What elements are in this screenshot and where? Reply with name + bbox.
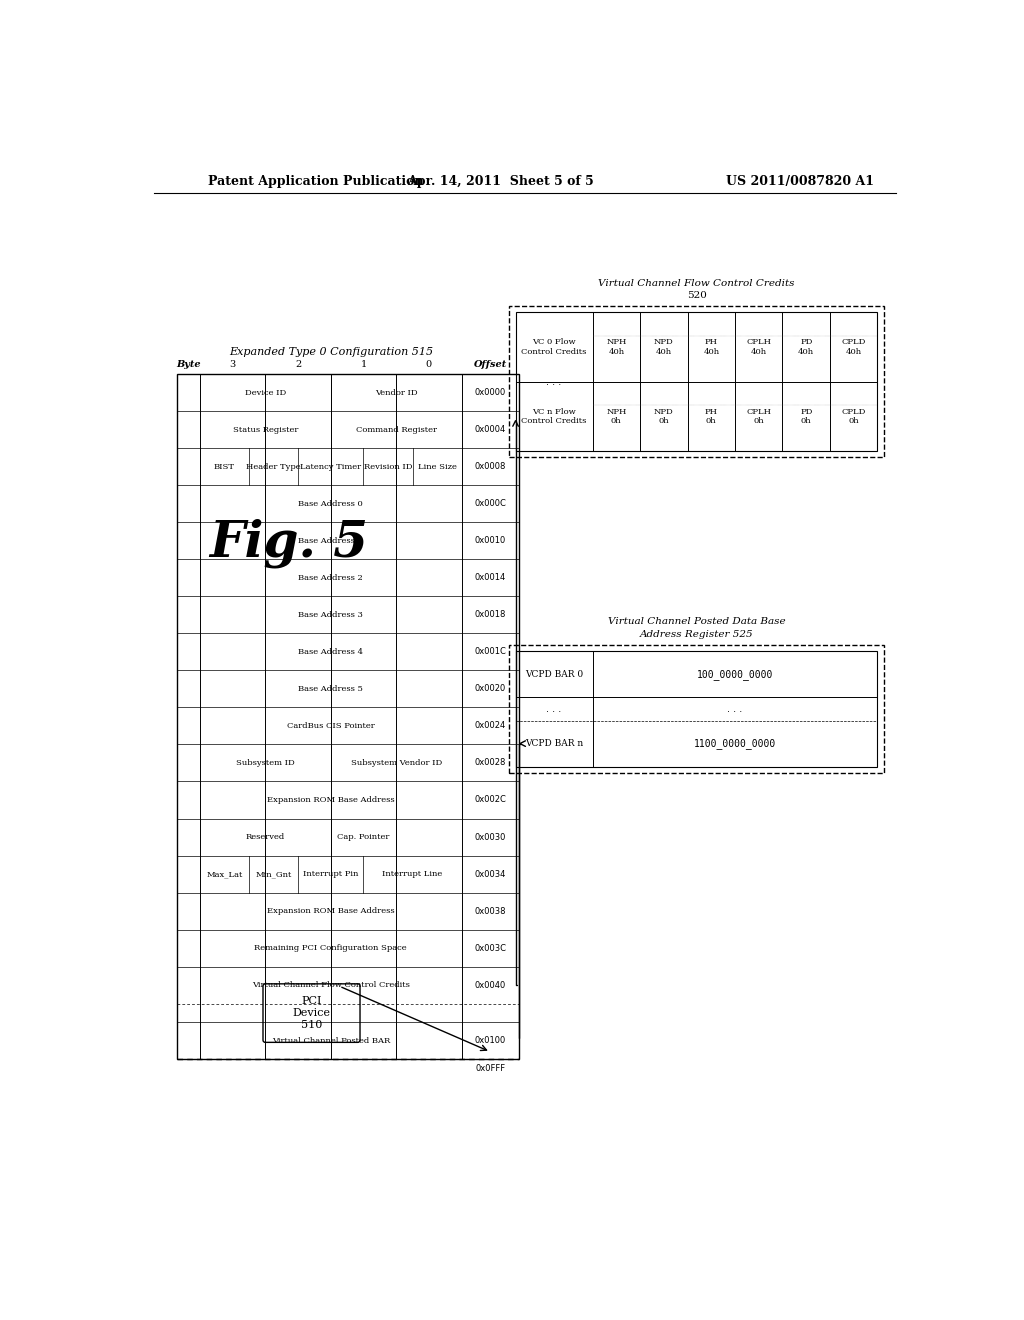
Text: 0x0018: 0x0018: [475, 610, 506, 619]
Text: Device ID: Device ID: [245, 388, 286, 396]
Bar: [515, 651, 878, 767]
Text: Base Address 3: Base Address 3: [298, 611, 364, 619]
Text: Virtual Channel Flow Control Credits: Virtual Channel Flow Control Credits: [598, 279, 795, 288]
Text: 0: 0: [426, 360, 432, 370]
Text: 0x0FFF: 0x0FFF: [475, 1064, 506, 1073]
Text: 0x0010: 0x0010: [475, 536, 506, 545]
Text: Base Address 2: Base Address 2: [298, 574, 364, 582]
Text: Subsystem Vendor ID: Subsystem Vendor ID: [350, 759, 441, 767]
Text: Min_Gnt: Min_Gnt: [255, 870, 292, 878]
Text: Base Address 4: Base Address 4: [298, 648, 364, 656]
Text: . . .: . . .: [547, 376, 562, 387]
Text: Remaining PCI Configuration Space: Remaining PCI Configuration Space: [254, 944, 408, 952]
Text: Virtual Channel Posted BAR: Virtual Channel Posted BAR: [271, 1036, 390, 1044]
Text: Status Register: Status Register: [232, 425, 298, 433]
Text: CardBus CIS Pointer: CardBus CIS Pointer: [287, 722, 375, 730]
Text: 0x003C: 0x003C: [474, 944, 507, 953]
Text: Command Register: Command Register: [355, 425, 436, 433]
Text: Expanded Type 0 Configuration 515: Expanded Type 0 Configuration 515: [228, 347, 433, 358]
Text: VC 0 Flow
Control Credits: VC 0 Flow Control Credits: [521, 338, 587, 355]
Text: Line Size: Line Size: [418, 462, 457, 471]
Text: 0x0004: 0x0004: [475, 425, 506, 434]
Text: Base Address 0: Base Address 0: [298, 500, 364, 508]
Text: Virtual Channel Posted Data Base: Virtual Channel Posted Data Base: [607, 618, 785, 627]
Text: CPLD
0h: CPLD 0h: [842, 408, 866, 425]
Text: Header Type: Header Type: [246, 462, 301, 471]
Text: 0x0100: 0x0100: [475, 1036, 506, 1045]
Text: Expansion ROM Base Address: Expansion ROM Base Address: [267, 907, 394, 915]
Text: Offset: Offset: [474, 360, 507, 370]
Text: PD
40h: PD 40h: [798, 338, 814, 355]
Text: 0x0020: 0x0020: [475, 684, 506, 693]
Bar: [177, 374, 519, 1059]
Text: Latency Timer: Latency Timer: [300, 462, 361, 471]
Text: 0x0014: 0x0014: [475, 573, 506, 582]
Text: 1: 1: [360, 360, 367, 370]
Bar: [515, 313, 878, 451]
Text: 0x0024: 0x0024: [475, 722, 506, 730]
Text: VCPD BAR n: VCPD BAR n: [525, 739, 584, 748]
Text: 520: 520: [686, 290, 707, 300]
Text: Vendor ID: Vendor ID: [375, 388, 418, 396]
Text: PCI
Device
510: PCI Device 510: [293, 997, 331, 1030]
Text: Interrupt Pin: Interrupt Pin: [303, 870, 358, 878]
Text: PH
40h: PH 40h: [703, 338, 719, 355]
Text: Virtual Channel Flow Control Credits: Virtual Channel Flow Control Credits: [252, 981, 410, 989]
Text: CPLH
0h: CPLH 0h: [746, 408, 771, 425]
Text: . . .: . . .: [727, 704, 742, 714]
Text: 0x001C: 0x001C: [474, 647, 507, 656]
Text: PD
0h: PD 0h: [800, 408, 812, 425]
Text: BIST: BIST: [214, 462, 234, 471]
Text: NPH
40h: NPH 40h: [606, 338, 627, 355]
Text: Interrupt Line: Interrupt Line: [382, 870, 442, 878]
Text: Byte: Byte: [176, 360, 201, 370]
Text: NPD
0h: NPD 0h: [654, 408, 674, 425]
Text: Cap. Pointer: Cap. Pointer: [337, 833, 390, 841]
Text: Address Register 525: Address Register 525: [640, 630, 754, 639]
Text: NPD
40h: NPD 40h: [654, 338, 674, 355]
Text: US 2011/0087820 A1: US 2011/0087820 A1: [726, 176, 874, 187]
Text: Max_Lat: Max_Lat: [206, 870, 243, 878]
Text: Fig. 5: Fig. 5: [209, 519, 368, 568]
Text: CPLH
40h: CPLH 40h: [746, 338, 771, 355]
Text: Expansion ROM Base Address: Expansion ROM Base Address: [267, 796, 394, 804]
Text: Base Address 1: Base Address 1: [298, 537, 364, 545]
Text: 100_0000_0000: 100_0000_0000: [696, 669, 773, 680]
Text: . . .: . . .: [547, 704, 562, 714]
Text: 0x002C: 0x002C: [474, 796, 507, 804]
Text: 0x0038: 0x0038: [475, 907, 506, 916]
Text: Apr. 14, 2011  Sheet 5 of 5: Apr. 14, 2011 Sheet 5 of 5: [407, 176, 594, 187]
Text: 1100_0000_0000: 1100_0000_0000: [694, 738, 776, 748]
Text: PH
0h: PH 0h: [705, 408, 718, 425]
Text: Base Address 5: Base Address 5: [298, 685, 364, 693]
Text: Reserved: Reserved: [246, 833, 285, 841]
Text: CPLD
40h: CPLD 40h: [842, 338, 866, 355]
Text: 0x0008: 0x0008: [475, 462, 506, 471]
Text: VC n Flow
Control Credits: VC n Flow Control Credits: [521, 408, 587, 425]
Text: 3: 3: [229, 360, 236, 370]
Text: Patent Application Publication: Patent Application Publication: [208, 176, 423, 187]
Text: Revision ID: Revision ID: [364, 462, 413, 471]
Text: 0x0028: 0x0028: [475, 759, 506, 767]
Text: 0x0034: 0x0034: [475, 870, 506, 879]
Text: NPH
0h: NPH 0h: [606, 408, 627, 425]
Text: 2: 2: [295, 360, 301, 370]
Text: 0x0040: 0x0040: [475, 981, 506, 990]
Bar: [509, 645, 884, 774]
Text: Subsystem ID: Subsystem ID: [236, 759, 295, 767]
Text: 0x0000: 0x0000: [475, 388, 506, 397]
Text: 0x0030: 0x0030: [475, 833, 506, 842]
Text: 0x000C: 0x000C: [474, 499, 507, 508]
Text: VCPD BAR 0: VCPD BAR 0: [525, 669, 583, 678]
Bar: [509, 306, 884, 457]
